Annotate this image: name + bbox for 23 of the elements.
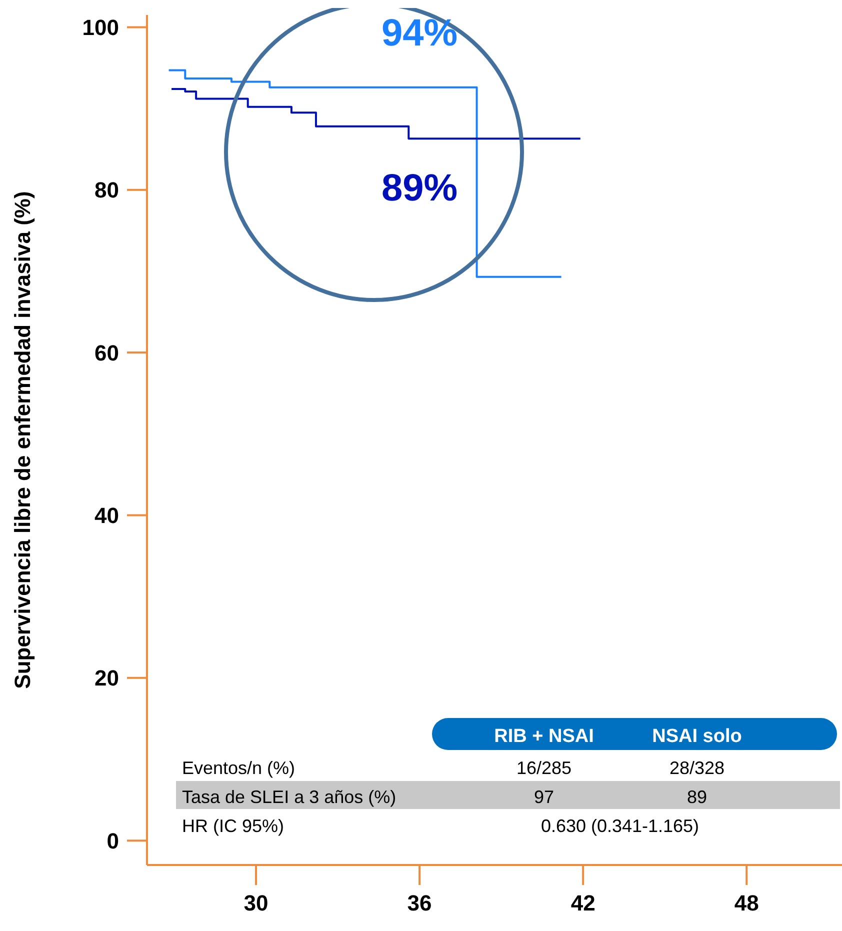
annotation: HR (IC 95%) — [182, 816, 284, 836]
y-tick-label: 0 — [106, 828, 119, 854]
y-tick-label: 40 — [94, 503, 119, 528]
y-axis-title: Supervivencia libre de enfermedad invasiva (%) — [10, 191, 35, 689]
annotation: 89% — [382, 168, 458, 210]
annotation: Tasa de SLEI a 3 años (%) — [182, 787, 396, 807]
x-tick-label: 30 — [244, 890, 268, 916]
x-tick-label: 36 — [407, 890, 432, 916]
y-tick-label: 20 — [94, 666, 119, 691]
annotation: 97 — [534, 787, 554, 807]
y-tick-label: 100 — [82, 15, 119, 40]
annotation: NSAI solo — [652, 726, 742, 747]
annotation: 0.630 (0.341-1.165) — [540, 816, 700, 836]
x-tick-label: 42 — [570, 890, 596, 916]
x-tick-label: 48 — [734, 890, 759, 916]
annotation: 16/285 — [516, 758, 572, 778]
y-tick-label: 60 — [94, 340, 119, 366]
annotation: 94% — [382, 12, 458, 54]
annotation: Eventos/n (%) — [182, 758, 296, 778]
annotation: 28/328 — [669, 758, 725, 778]
y-tick-label: 80 — [94, 178, 119, 203]
annotation: RIB + NSAI — [494, 726, 594, 747]
annotation: 89 — [686, 787, 708, 807]
